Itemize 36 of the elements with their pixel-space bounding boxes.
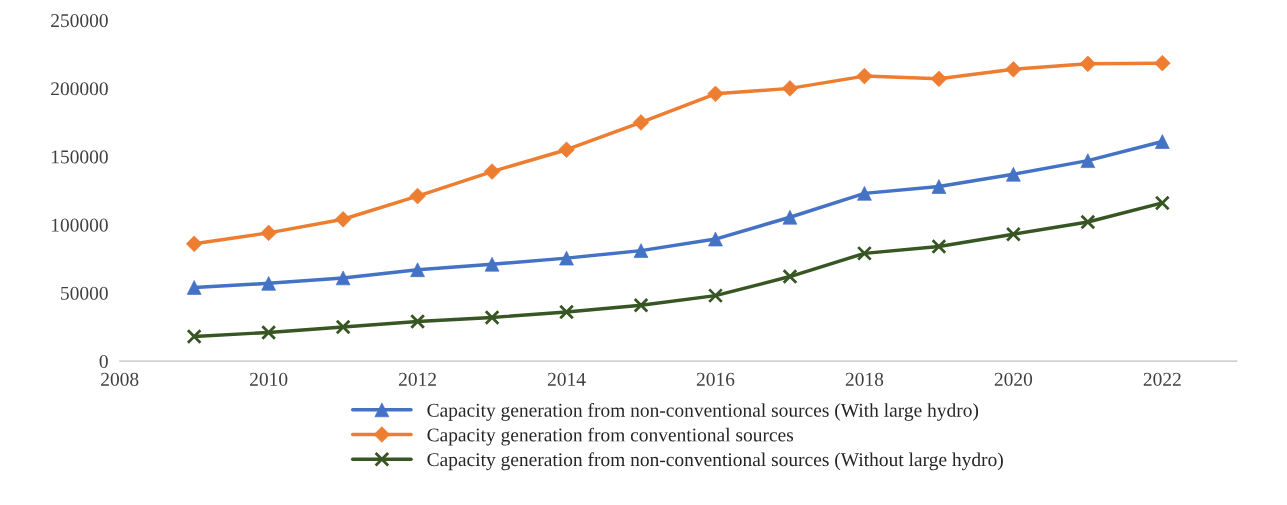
- point: [931, 238, 947, 255]
- point: [1154, 195, 1170, 211]
- x-tick-label: 2008: [101, 372, 139, 386]
- point: [632, 114, 650, 131]
- y-tick-label: 0: [99, 354, 108, 369]
- y-tick-label: 200000: [51, 82, 108, 96]
- point: [781, 80, 799, 97]
- point: [261, 324, 277, 341]
- x-tick-label: 2020: [994, 372, 1033, 386]
- point: [856, 67, 873, 85]
- x-tick-label: 2016: [696, 372, 735, 386]
- x-tick-label: 2012: [399, 372, 436, 386]
- x-tick-label: 2014: [547, 372, 586, 386]
- point: [409, 187, 426, 205]
- legend-label: Capacity generation from non-conventional sources (With large hydro): [427, 402, 979, 421]
- point: [1080, 214, 1096, 230]
- y-tick-label: 250000: [51, 14, 108, 28]
- point: [856, 245, 873, 261]
- point: [707, 287, 724, 304]
- x-tick-label: 2018: [845, 372, 884, 386]
- legend-label: Capacity generation from conventional sources: [427, 427, 794, 446]
- point: [335, 319, 351, 335]
- point: [558, 304, 575, 320]
- point: [186, 328, 202, 345]
- point: [260, 224, 277, 242]
- x-tick-label: 2022: [1143, 372, 1181, 386]
- y-tick-label: 150000: [51, 150, 108, 164]
- point: [409, 313, 426, 330]
- point: [1005, 226, 1022, 242]
- point: [633, 297, 649, 313]
- y-tick-label: 100000: [51, 218, 108, 232]
- point: [484, 309, 500, 326]
- x-tick-label: 2010: [250, 372, 288, 386]
- y-tick-label: 50000: [61, 286, 108, 300]
- legend-label: Capacity generation from non-conventional sources (Without large hydro): [427, 452, 1003, 471]
- point: [782, 268, 798, 285]
